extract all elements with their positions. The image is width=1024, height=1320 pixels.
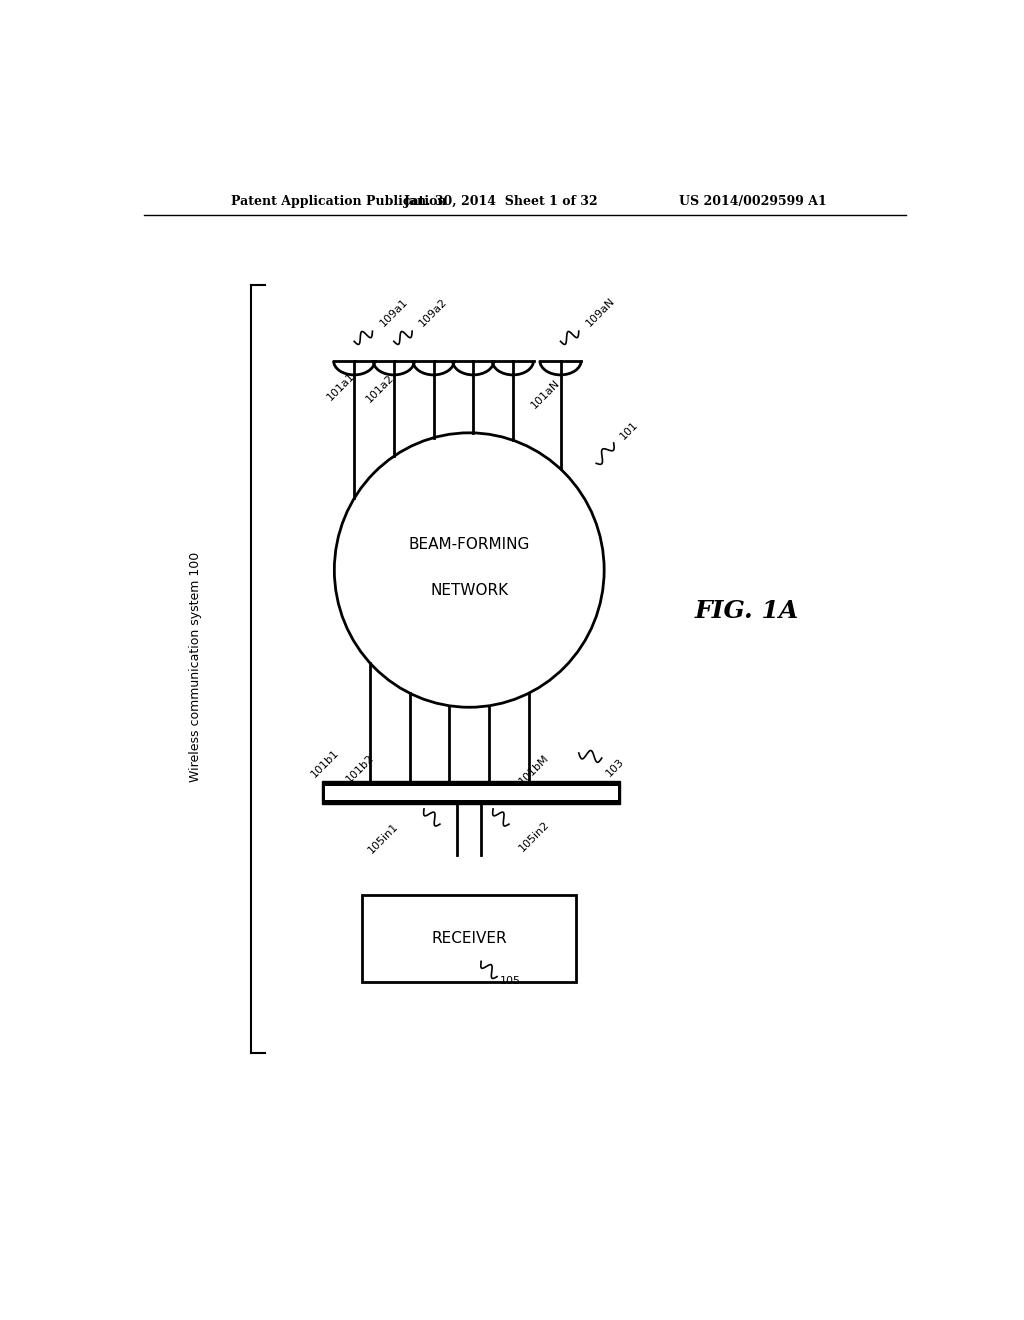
Bar xyxy=(362,895,577,982)
Text: US 2014/0029599 A1: US 2014/0029599 A1 xyxy=(679,194,826,207)
Bar xyxy=(325,785,617,800)
Text: FIG. 1A: FIG. 1A xyxy=(695,599,799,623)
Text: 101: 101 xyxy=(618,418,640,441)
Text: Wireless communication system 100: Wireless communication system 100 xyxy=(189,552,202,781)
Text: 101b1: 101b1 xyxy=(309,748,341,780)
Text: NETWORK: NETWORK xyxy=(430,583,508,598)
Text: 105in2: 105in2 xyxy=(517,818,551,853)
Text: RECEIVER: RECEIVER xyxy=(431,931,507,946)
Text: 101aN: 101aN xyxy=(528,378,561,411)
Text: 101bM: 101bM xyxy=(517,752,551,787)
Text: 105in1: 105in1 xyxy=(367,821,400,855)
Text: 103: 103 xyxy=(604,756,626,777)
Text: 101a1: 101a1 xyxy=(325,371,356,403)
Text: 109a2: 109a2 xyxy=(418,296,450,329)
Text: BEAM-FORMING: BEAM-FORMING xyxy=(409,537,530,552)
Text: 109aN: 109aN xyxy=(585,296,617,329)
Text: 109a1: 109a1 xyxy=(378,296,410,329)
Text: 101a2: 101a2 xyxy=(365,372,396,404)
Text: Patent Application Publication: Patent Application Publication xyxy=(231,194,446,207)
Bar xyxy=(323,781,621,804)
Text: Jan. 30, 2014  Sheet 1 of 32: Jan. 30, 2014 Sheet 1 of 32 xyxy=(403,194,598,207)
Text: 101b2: 101b2 xyxy=(344,752,376,785)
Text: 105: 105 xyxy=(500,975,520,986)
